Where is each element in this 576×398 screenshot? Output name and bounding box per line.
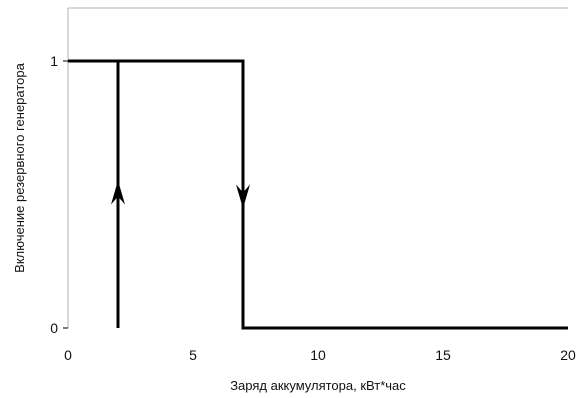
x-tick-label: 15 xyxy=(435,347,451,363)
arrows-layer xyxy=(111,180,250,209)
y-tick-label: 0 xyxy=(50,320,58,336)
y-tick-label: 1 xyxy=(50,53,58,69)
x-tick-label: 0 xyxy=(64,347,72,363)
axis-ticks: 0 5 10 15 20 0 1 xyxy=(50,53,576,363)
x-axis-label: Заряд аккумулятора, кВт*час xyxy=(230,378,406,393)
x-tick-label: 5 xyxy=(189,347,197,363)
direction-arrow-up xyxy=(111,180,125,205)
x-tick-label: 10 xyxy=(310,347,326,363)
direction-arrow-down xyxy=(236,184,250,209)
series-layer xyxy=(68,59,568,330)
y-axis-label: Включение резервного генератора xyxy=(12,62,27,272)
series-line-1 xyxy=(68,59,568,330)
x-tick-label: 20 xyxy=(560,347,576,363)
